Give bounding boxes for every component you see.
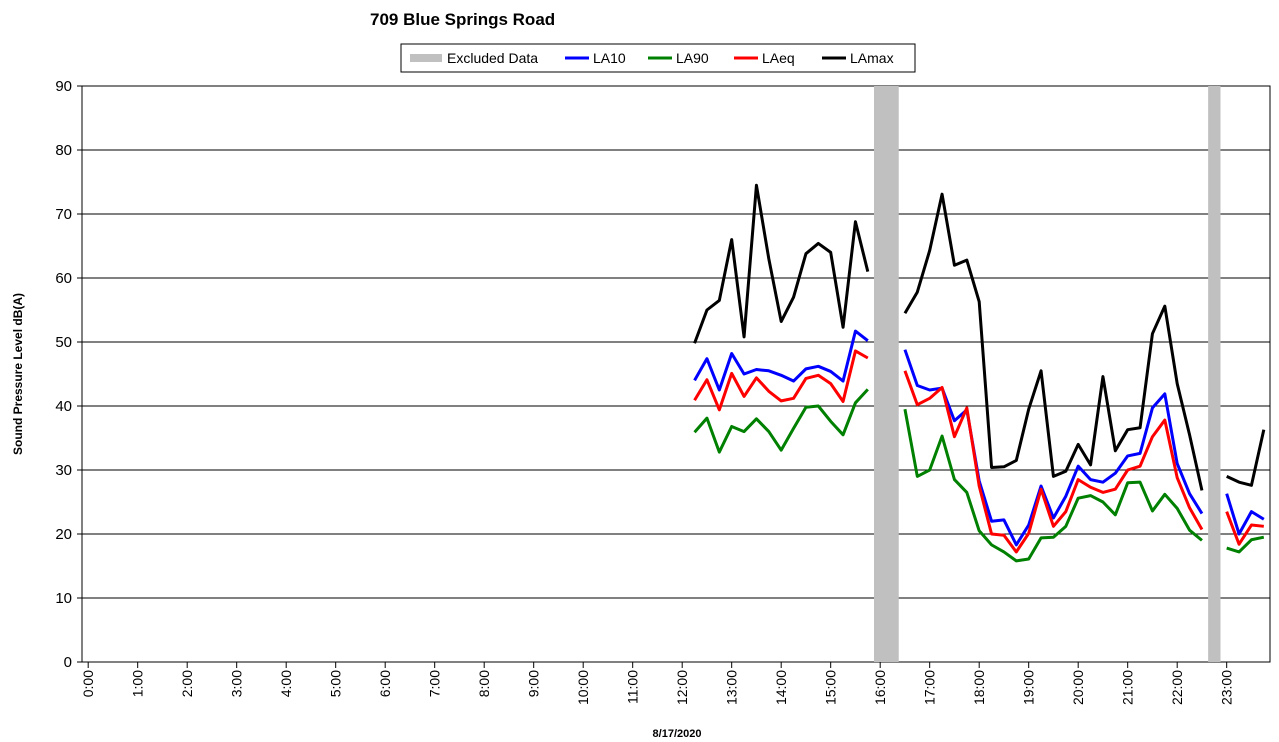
x-tick-label: 16:00 [872, 670, 888, 705]
y-tick-label: 70 [55, 206, 72, 223]
series-line [693, 329, 1265, 547]
plot-frame [81, 85, 1271, 663]
legend-label: LAmax [850, 50, 894, 66]
x-tick-label: 19:00 [1021, 670, 1037, 705]
x-tick-label: 12:00 [674, 670, 690, 705]
x-axis-label: 8/17/2020 [653, 728, 702, 740]
chart-title: 709 Blue Springs Road [370, 10, 555, 29]
legend-swatch [410, 54, 442, 62]
y-tick-label: 30 [55, 462, 72, 479]
legend-label: LA10 [593, 50, 626, 66]
series-line [693, 349, 1264, 554]
x-tick-label: 0:00 [80, 670, 96, 697]
y-tick-label: 10 [55, 590, 72, 607]
y-tick-label: 50 [55, 334, 72, 351]
excluded-band [1208, 86, 1221, 662]
y-tick-label: 20 [55, 526, 72, 543]
x-tick-label: 8:00 [476, 670, 492, 697]
y-tick-label: 40 [55, 398, 72, 415]
x-tick-label: 4:00 [278, 670, 294, 697]
x-tick-label: 14:00 [773, 670, 789, 705]
series-line [693, 183, 1266, 491]
x-tick-label: 18:00 [971, 670, 987, 705]
y-tick-label: 0 [64, 654, 72, 671]
y-axis-label: Sound Pressure Level dB(A) [11, 293, 25, 455]
excluded-band [874, 86, 899, 662]
x-tick-label: 23:00 [1219, 670, 1235, 705]
x-tick-label: 11:00 [625, 670, 641, 704]
legend-label: LAeq [762, 50, 795, 66]
legend-label: Excluded Data [447, 50, 538, 66]
x-tick-label: 6:00 [377, 670, 393, 697]
y-tick-label: 80 [55, 142, 72, 159]
x-tick-label: 1:00 [130, 670, 146, 697]
series-line [693, 388, 1265, 563]
x-tick-label: 3:00 [229, 670, 245, 697]
x-tick-label: 13:00 [724, 670, 740, 705]
x-tick-label: 21:00 [1120, 670, 1136, 705]
x-tick-label: 2:00 [179, 670, 195, 697]
x-tick-label: 17:00 [922, 670, 938, 705]
x-tick-label: 5:00 [328, 670, 344, 697]
legend-label: LA90 [676, 50, 709, 66]
x-tick-label: 9:00 [526, 670, 542, 697]
y-tick-label: 90 [55, 78, 72, 95]
x-tick-label: 7:00 [427, 670, 443, 697]
x-tick-label: 10:00 [575, 670, 591, 705]
x-tick-label: 20:00 [1070, 670, 1086, 705]
y-tick-label: 60 [55, 270, 72, 287]
x-tick-label: 22:00 [1169, 670, 1185, 705]
x-tick-label: 15:00 [823, 670, 839, 705]
